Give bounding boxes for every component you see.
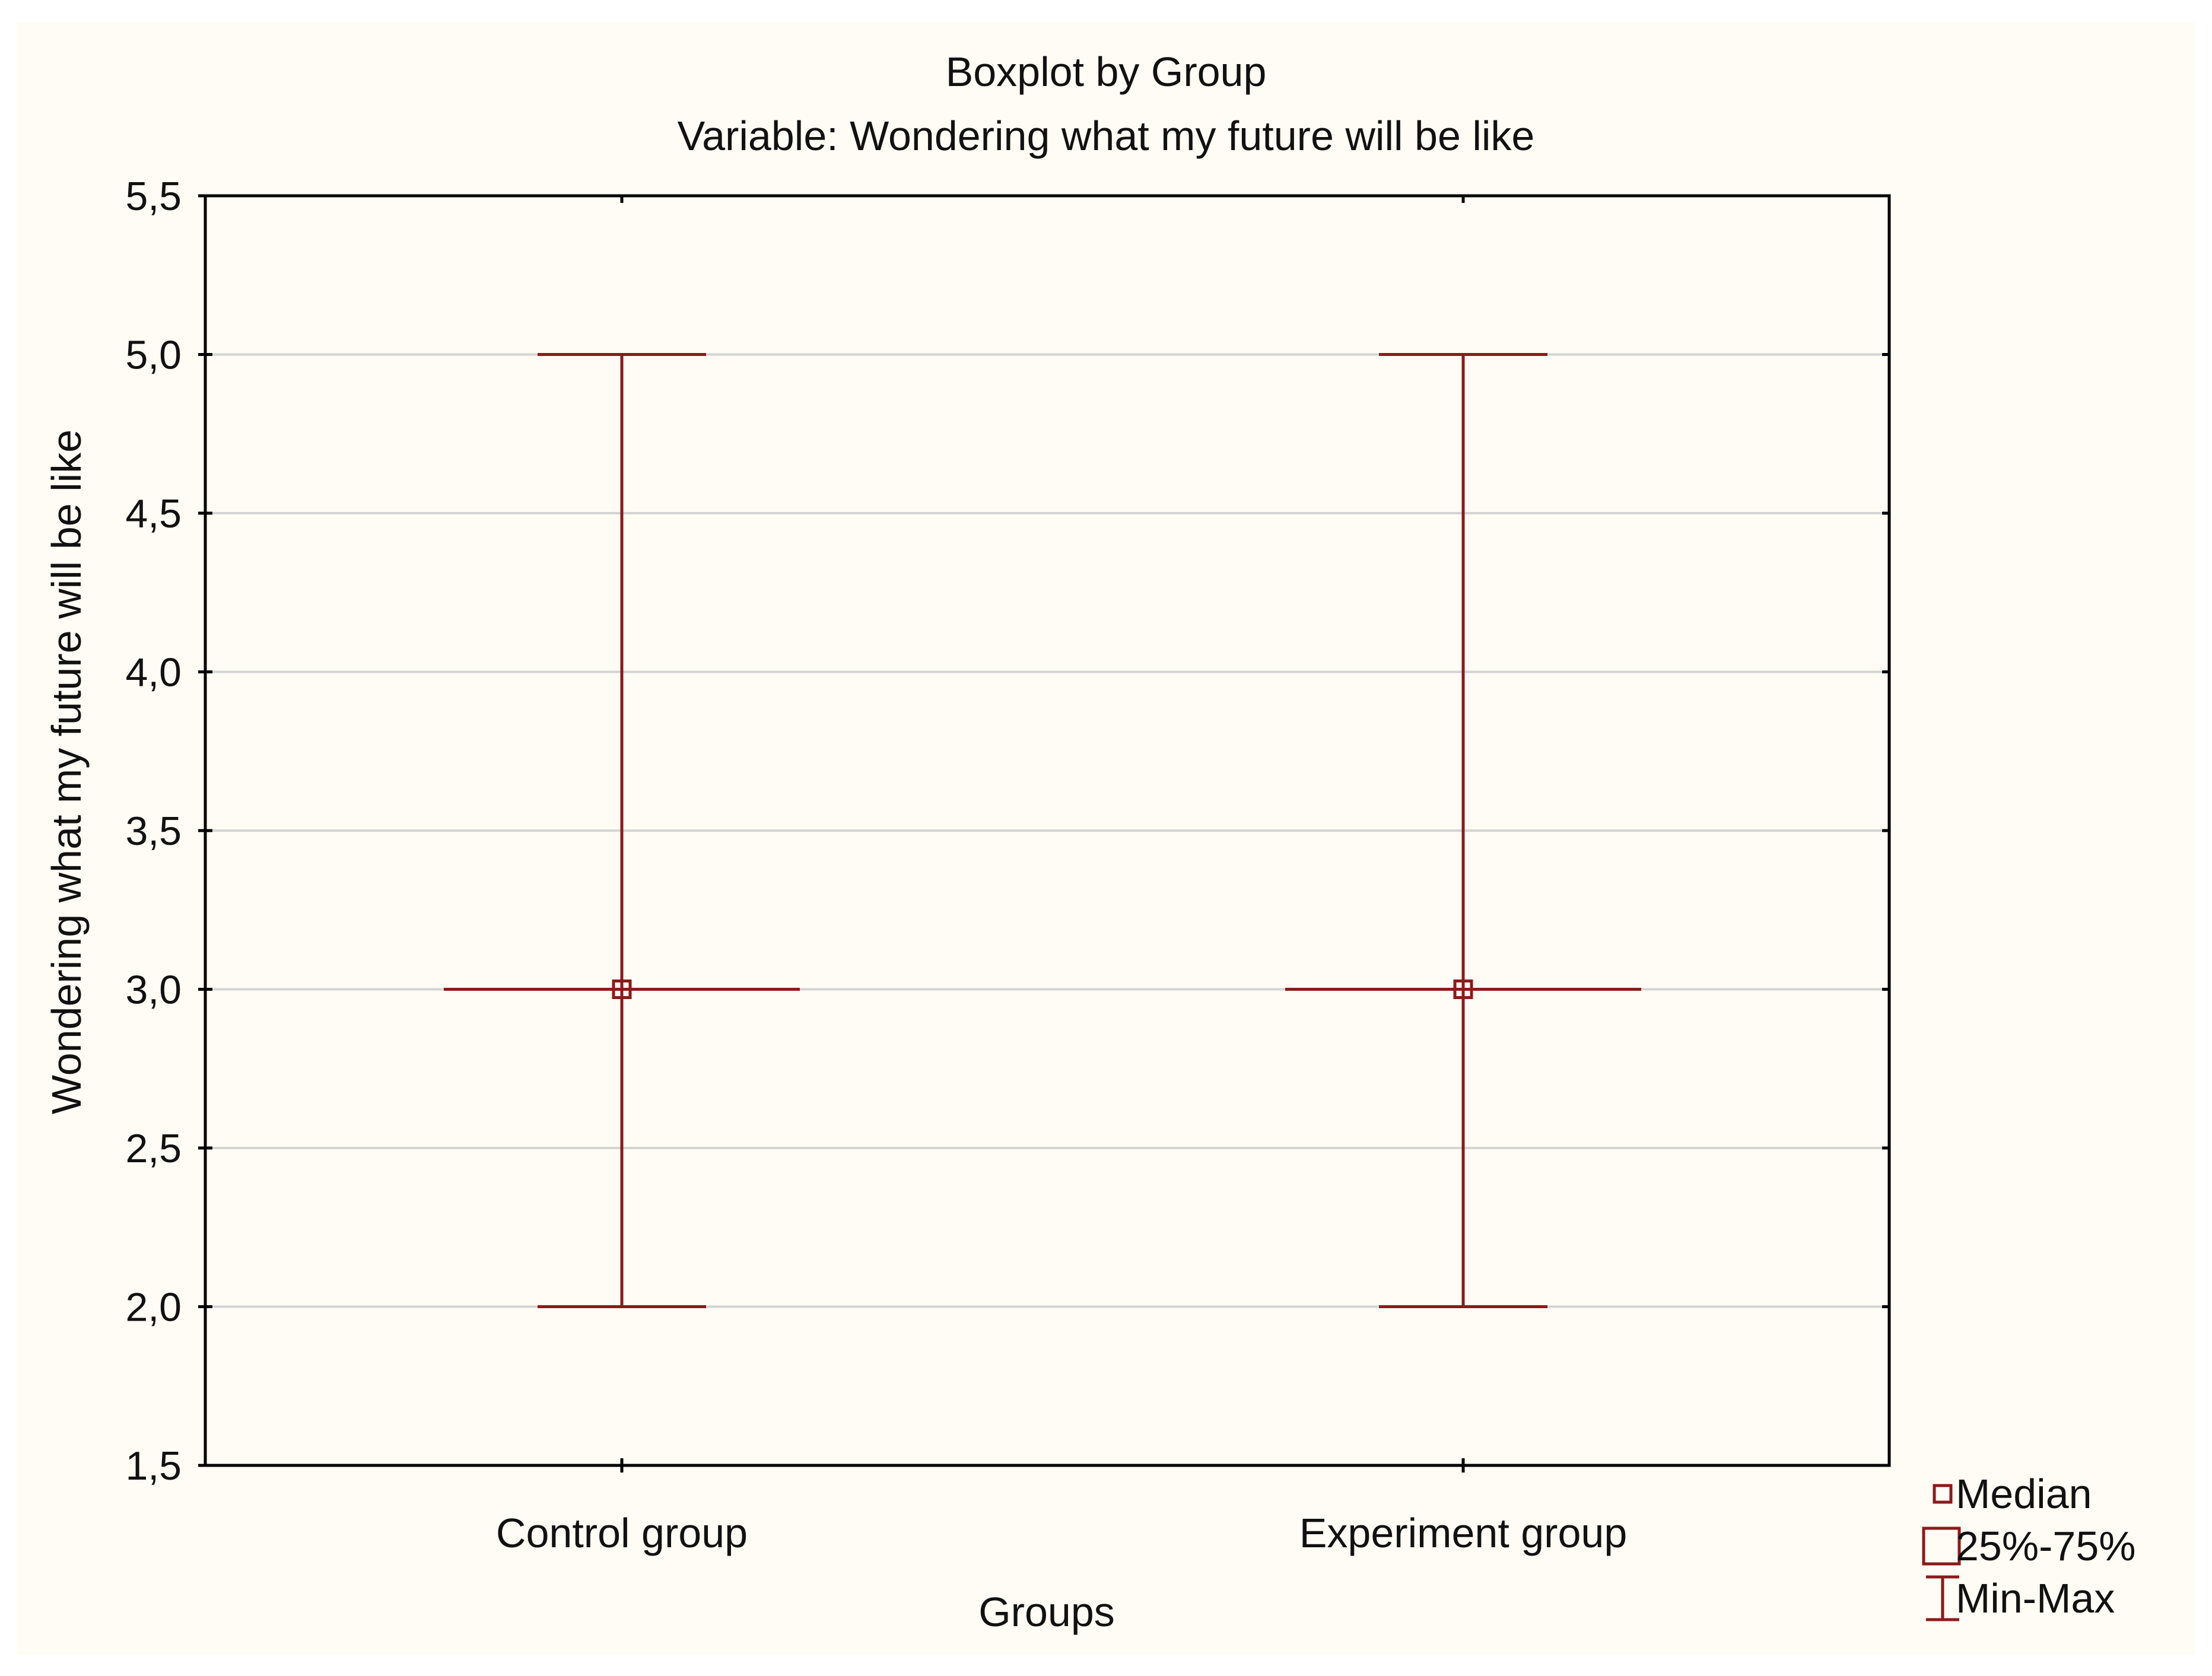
grid-lines [205,353,1889,1308]
x-axis-label: Groups [978,1589,1115,1635]
median-legend-icon [1933,1484,1953,1504]
chart-frame: Boxplot by Group Variable: Wondering wha… [17,23,2195,1654]
legend-item-large-square: 25%-75% [1922,1523,2136,1569]
y-tick-label: 5,0 [125,333,182,378]
box-marks [444,353,1641,1308]
median-marker [1453,979,1473,999]
legend: Median 25%-75% Min-Max [1922,1471,2136,1621]
legend-label: Min-Max [1956,1575,2115,1621]
y-tick-label: 4,5 [125,491,182,536]
y-tick-label: 5,5 [125,174,182,219]
chart-title: Boxplot by Group [946,49,1267,95]
x-tick-label: Control group [496,1510,748,1556]
chart-subtitle: Variable: Wondering what my future will … [678,113,1535,159]
axes: 1,5 2,0 2,5 3,0 3,5 4,0 4,5 5,0 5,5 Control group… [125,174,1891,1556]
median-marker [612,979,632,999]
y-tick-label: 3,0 [125,968,182,1013]
boxplot-chart: Boxplot by Group Variable: Wondering wha… [43,49,2136,1635]
box-group-2 [1285,353,1641,1308]
y-tick-label: 3,5 [125,809,182,854]
y-tick-label: 4,0 [125,650,182,695]
y-axis-label: Wondering what my future will be like [43,430,90,1114]
y-tick-label: 2,5 [125,1126,182,1171]
box-group-1 [444,353,800,1308]
legend-label: 25%-75% [1956,1523,2136,1569]
y-tick-label: 1,5 [125,1443,182,1489]
quartile-legend-icon [1922,1526,1961,1566]
x-tick-label: Experiment group [1299,1510,1628,1556]
legend-item-whisker: Min-Max [1926,1575,2115,1621]
legend-label: Median [1956,1471,2092,1517]
legend-item-small-square: Median [1933,1471,2092,1517]
y-tick-label: 2,0 [125,1285,182,1330]
